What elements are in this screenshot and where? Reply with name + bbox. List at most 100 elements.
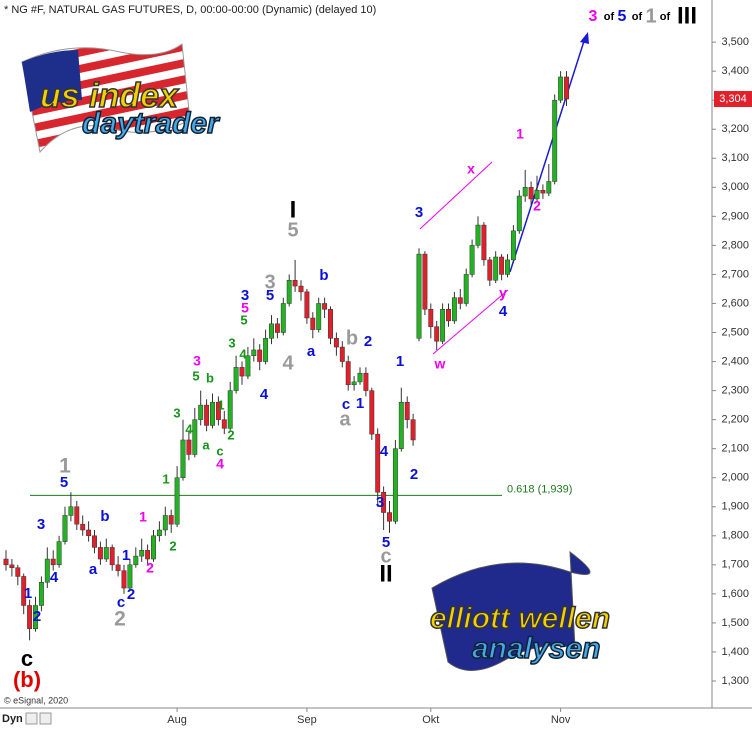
wave-label: y: [499, 285, 507, 301]
candle-body: [534, 189, 540, 200]
candle-body: [440, 309, 446, 342]
candle-body: [3, 558, 9, 566]
candle-body: [357, 372, 363, 383]
wave-label: a: [89, 561, 98, 578]
channel-line: [432, 289, 509, 355]
candle-body: [27, 605, 33, 629]
candle-body: [186, 439, 192, 455]
candle-body: [316, 303, 322, 330]
wave-label: 4: [380, 443, 389, 460]
candle-body: [204, 404, 210, 426]
candle-body: [56, 541, 62, 566]
candle-body: [451, 297, 457, 322]
y-tick-label: 1,500: [721, 617, 749, 629]
wave-label: c: [216, 443, 223, 458]
candle-body: [257, 349, 263, 362]
y-tick-label: 2,900: [721, 210, 749, 222]
button[interactable]: [39, 712, 52, 725]
y-tick-label: 1,600: [721, 588, 749, 600]
wave-label: 5: [287, 219, 298, 241]
wave-label: 3: [193, 353, 201, 369]
wave-label: 5: [241, 300, 249, 316]
button[interactable]: [25, 712, 38, 725]
x-tick-label: Okt: [422, 714, 439, 726]
wave-label: 2: [169, 538, 176, 553]
candle-body: [510, 230, 516, 261]
wave-label: 4: [185, 421, 193, 436]
wave-label: c: [380, 545, 391, 567]
wave-label: 1: [396, 353, 404, 370]
candle-body: [422, 253, 428, 310]
y-tick-label: 1,400: [721, 646, 749, 658]
candle-body: [280, 303, 286, 333]
wave-label: 4: [50, 569, 59, 586]
candle-body: [392, 448, 398, 522]
candle-body: [369, 390, 375, 435]
y-tick-label: 2,500: [721, 326, 749, 338]
wave-label: 2: [410, 466, 418, 483]
candle-body: [416, 253, 422, 339]
wave-label: 2: [227, 427, 234, 442]
wave-label: 1: [162, 471, 169, 486]
candle-body: [210, 401, 215, 426]
candle-body: [493, 256, 499, 281]
y-tick-label: 3,500: [721, 36, 749, 48]
mode-label[interactable]: Dyn: [2, 713, 23, 725]
candle-body: [221, 419, 227, 429]
candle-body: [239, 367, 245, 377]
y-tick-label: 2,700: [721, 268, 749, 280]
candle-body: [33, 605, 38, 629]
candle-body: [522, 187, 528, 197]
wave-label: (b): [13, 667, 41, 692]
candle-body: [375, 433, 381, 493]
candle-body: [487, 259, 493, 281]
candle-body: [251, 349, 257, 356]
x-tick-label: Aug: [167, 714, 187, 726]
arrow-head: [580, 32, 589, 44]
candle-body: [398, 401, 404, 449]
wave-label: 5: [60, 474, 68, 491]
logo-text: us index: [40, 77, 180, 115]
logo-text: daytrader: [82, 107, 221, 140]
wave-label: 5: [618, 8, 627, 25]
candle-body: [156, 529, 162, 537]
y-tick-label: 1,900: [721, 501, 749, 513]
candle-body: [109, 547, 115, 566]
wave-label: b: [100, 508, 109, 525]
wave-label: 1: [122, 547, 130, 564]
candle-body: [339, 346, 345, 362]
y-tick-label: 2,400: [721, 355, 749, 367]
candle-body: [9, 564, 15, 568]
candle-body: [381, 491, 387, 513]
channel-line: [419, 161, 493, 230]
candle-body: [180, 439, 186, 478]
y-tick-label: 2,000: [721, 472, 749, 484]
y-tick-label: 3,100: [721, 152, 749, 164]
candle-body: [434, 326, 440, 342]
wave-label: 3: [37, 516, 45, 533]
wave-label: a: [202, 437, 210, 452]
wave-label: 1: [516, 126, 524, 142]
y-tick-label: 3,000: [721, 181, 749, 193]
wave-label: 2: [364, 333, 372, 350]
price-tag: [714, 91, 752, 108]
wave-label: 5: [192, 368, 199, 383]
wave-label: of: [660, 11, 671, 23]
candle-body: [192, 419, 198, 455]
candle-body: [457, 297, 463, 304]
candle-body: [103, 547, 109, 560]
candle-body: [198, 404, 204, 420]
x-tick-label: Sep: [297, 714, 317, 726]
y-tick-label: 2,100: [721, 443, 749, 455]
wave-label: w: [434, 356, 446, 372]
candle-body: [292, 279, 298, 287]
wave-label: a: [339, 408, 351, 430]
wave-label: 3: [589, 8, 598, 25]
candle-body: [145, 550, 151, 560]
wave-label: 4: [239, 346, 247, 361]
candle-body: [62, 515, 68, 542]
wave-label: 1: [139, 509, 147, 525]
y-tick-label: 1,800: [721, 530, 749, 542]
candle-body: [333, 338, 339, 348]
candle-body: [151, 535, 156, 560]
